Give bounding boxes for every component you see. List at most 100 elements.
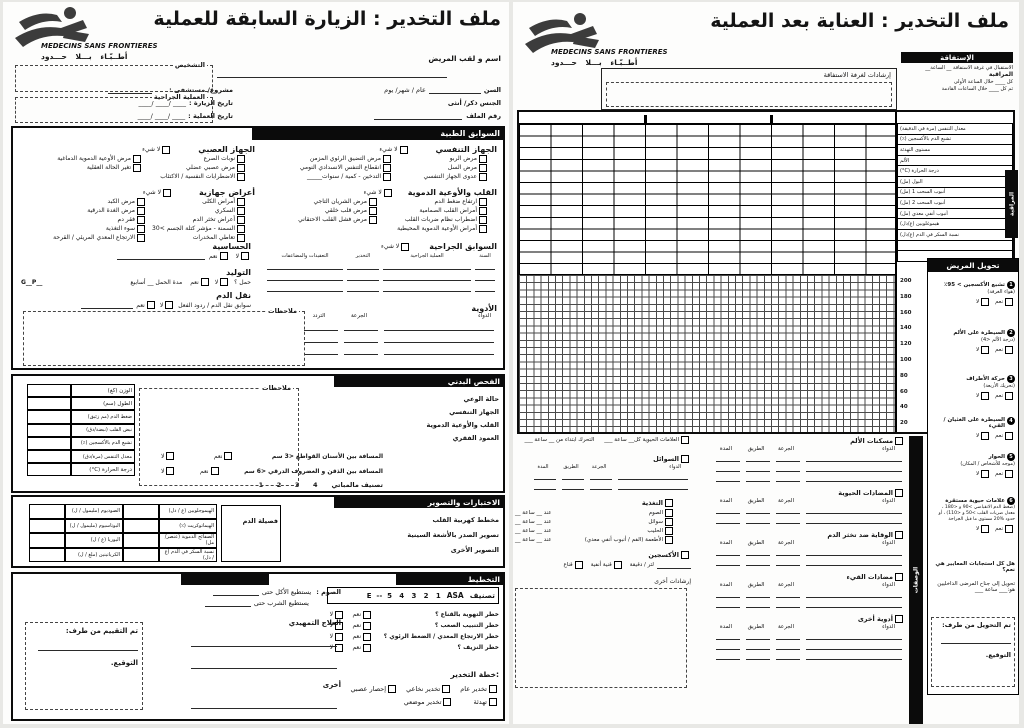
blank-field[interactable] — [776, 642, 800, 650]
blank-field[interactable] — [383, 273, 471, 281]
blank-field[interactable] — [304, 335, 338, 343]
vital-value-field[interactable] — [27, 436, 71, 450]
blank-field[interactable] — [776, 464, 800, 472]
checkbox[interactable] — [237, 215, 245, 224]
blank-field[interactable] — [806, 506, 902, 514]
checkbox[interactable] — [200, 278, 209, 286]
checkbox[interactable] — [574, 561, 583, 569]
blank-field[interactable] — [746, 558, 770, 566]
blank-field[interactable] — [806, 600, 902, 608]
blank-field[interactable] — [746, 516, 770, 524]
checkbox[interactable] — [133, 154, 141, 163]
blank-field[interactable] — [590, 472, 612, 480]
checkbox[interactable] — [479, 154, 487, 163]
blank-field[interactable] — [716, 632, 740, 640]
checkbox[interactable] — [665, 517, 673, 526]
project-field[interactable] — [108, 86, 167, 94]
vital-value-field[interactable] — [27, 423, 71, 437]
age-field[interactable] — [428, 86, 481, 94]
checkbox[interactable] — [210, 467, 219, 475]
blank-field[interactable] — [746, 464, 770, 472]
blank-field[interactable] — [590, 482, 612, 490]
blank-field[interactable] — [267, 284, 343, 292]
blank-field[interactable] — [776, 548, 800, 556]
vital-value-field[interactable] — [27, 397, 71, 411]
patient-name-field-2[interactable] — [217, 70, 447, 78]
monitoring-grid-cells[interactable] — [519, 124, 897, 275]
checkbox[interactable] — [237, 197, 245, 206]
checkbox[interactable] — [237, 154, 245, 163]
blank-field[interactable] — [806, 516, 902, 524]
checkbox[interactable] — [363, 621, 371, 630]
checkbox[interactable] — [981, 432, 990, 440]
vital-value-field[interactable] — [27, 384, 71, 398]
checkbox[interactable] — [369, 197, 377, 206]
blank-field[interactable] — [384, 323, 494, 331]
checkbox[interactable] — [383, 172, 391, 181]
blank-field[interactable] — [776, 652, 800, 660]
checkbox[interactable] — [895, 531, 903, 539]
blank-field[interactable] — [383, 284, 471, 292]
checkbox[interactable] — [981, 298, 990, 306]
diagnosis-box[interactable]: التشخيص — [15, 61, 213, 92]
blank-field[interactable] — [383, 262, 471, 270]
blank-field[interactable] — [384, 335, 494, 343]
blank-field[interactable] — [475, 273, 495, 281]
blank-field[interactable] — [716, 464, 740, 472]
blank-field[interactable] — [776, 474, 800, 482]
checkbox[interactable] — [442, 684, 451, 693]
blank-field[interactable] — [347, 273, 379, 281]
blank-field[interactable] — [304, 347, 338, 355]
checkbox[interactable] — [1005, 298, 1013, 306]
blank-field[interactable] — [618, 472, 688, 480]
blank-field[interactable] — [746, 600, 770, 608]
blank-field[interactable] — [776, 632, 800, 640]
blank-field[interactable] — [776, 558, 800, 566]
blank-field[interactable] — [716, 474, 740, 482]
checkbox[interactable] — [443, 697, 452, 706]
checkbox[interactable] — [335, 643, 343, 652]
checkbox[interactable] — [1005, 432, 1013, 440]
checkbox[interactable] — [137, 215, 145, 224]
blank-field[interactable] — [716, 454, 740, 462]
lab-value-field[interactable] — [29, 547, 65, 562]
signature-field[interactable] — [941, 636, 1011, 644]
vital-value-field[interactable] — [27, 410, 71, 424]
blank-field[interactable] — [191, 639, 337, 647]
exam-notes-box[interactable]: ملاحظات — [139, 384, 299, 486]
blank-field[interactable] — [534, 482, 556, 490]
transferred-by-box[interactable]: تم التحويل من طرف: التوقيع. — [931, 617, 1015, 687]
blank-field[interactable] — [746, 632, 770, 640]
checkbox[interactable] — [489, 697, 497, 706]
lab-value-field[interactable] — [29, 533, 65, 548]
blank-field[interactable] — [347, 284, 379, 292]
blank-field[interactable] — [267, 262, 343, 270]
lab-value-field[interactable] — [123, 533, 159, 548]
blank-field[interactable] — [806, 590, 902, 598]
checkbox[interactable] — [369, 206, 377, 215]
checkbox[interactable] — [1005, 470, 1013, 478]
checkbox[interactable] — [401, 242, 410, 251]
checkbox[interactable] — [137, 233, 145, 242]
checkbox[interactable] — [335, 610, 343, 619]
blank-field[interactable] — [657, 561, 691, 569]
blank-field[interactable] — [347, 262, 379, 270]
blank-field[interactable] — [746, 652, 770, 660]
blank-field[interactable] — [475, 262, 495, 270]
checkbox[interactable] — [241, 252, 249, 260]
operation-date-field[interactable]: ____ /____ /____ — [137, 112, 186, 120]
checkbox[interactable] — [895, 573, 903, 581]
blank-field[interactable] — [562, 482, 584, 490]
blank-field[interactable] — [344, 335, 378, 343]
blank-field[interactable] — [806, 474, 902, 482]
checkbox[interactable] — [219, 252, 228, 260]
checkbox[interactable] — [479, 197, 487, 206]
checkbox[interactable] — [363, 632, 371, 641]
checkbox[interactable] — [363, 610, 371, 619]
blank-field[interactable] — [204, 599, 251, 607]
blank-field[interactable] — [267, 273, 343, 281]
checkbox[interactable] — [163, 188, 172, 197]
blank-field[interactable] — [746, 642, 770, 650]
checkbox[interactable] — [146, 301, 155, 309]
checkbox[interactable] — [665, 535, 673, 544]
